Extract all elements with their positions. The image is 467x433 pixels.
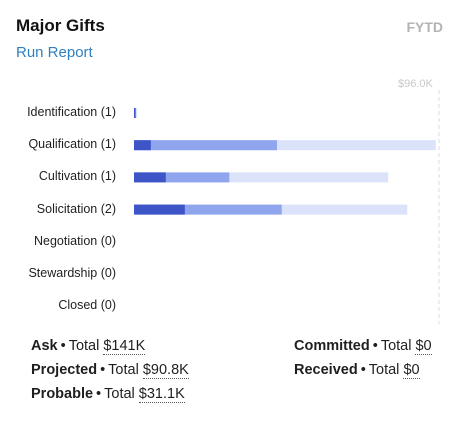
bar-projected[interactable] bbox=[134, 204, 282, 215]
committed-label: Committed bbox=[294, 338, 370, 354]
separator: • bbox=[60, 338, 66, 354]
received-label: Received bbox=[294, 362, 358, 378]
run-report-link[interactable]: Run Report bbox=[16, 44, 93, 61]
total-label: Total bbox=[380, 338, 412, 354]
bar-projected[interactable] bbox=[134, 140, 277, 151]
total-label: Total bbox=[68, 338, 100, 354]
category-label: Negotiation (0) bbox=[34, 233, 116, 248]
period-label: FYTD bbox=[406, 19, 443, 35]
ask-label: Ask bbox=[31, 338, 58, 354]
projected-total-value[interactable]: $90.8K bbox=[142, 362, 189, 379]
total-label: Total bbox=[108, 362, 139, 378]
total-label: Total bbox=[368, 362, 400, 378]
bar-ask[interactable] bbox=[134, 140, 436, 151]
ask-total: Ask • Total $141K bbox=[31, 338, 146, 355]
received-total-value[interactable]: $0 bbox=[403, 362, 420, 379]
total-label: Total bbox=[104, 386, 135, 402]
category-label: Solicitation (2) bbox=[36, 201, 116, 216]
separator: • bbox=[372, 338, 378, 354]
projected-total: Projected • Total $90.8K bbox=[31, 362, 189, 379]
category-label: Stewardship (0) bbox=[28, 266, 116, 280]
category-label: Closed (0) bbox=[58, 298, 116, 313]
bar-probable[interactable] bbox=[134, 172, 166, 183]
pipeline-bar-chart: Identification (1) Qualification (1) Culti… bbox=[0, 90, 467, 330]
axis-max-label: $96.0K bbox=[398, 78, 433, 90]
card-title: Major Gifts bbox=[16, 16, 105, 35]
chart-canvas bbox=[134, 90, 440, 324]
bar-ask[interactable] bbox=[134, 172, 389, 183]
bar-probable[interactable] bbox=[134, 204, 185, 215]
separator: • bbox=[360, 362, 366, 378]
probable-total: Probable • Total $31.1K bbox=[31, 386, 185, 403]
bar-probable[interactable] bbox=[134, 140, 151, 151]
probable-label: Probable bbox=[31, 386, 94, 402]
separator: • bbox=[96, 386, 102, 402]
category-label: Qualification (1) bbox=[28, 137, 116, 152]
separator: • bbox=[100, 362, 106, 378]
category-label: Identification (1) bbox=[27, 105, 116, 119]
ask-total-value[interactable]: $141K bbox=[103, 338, 146, 355]
committed-total: Committed • Total $0 bbox=[294, 338, 432, 355]
committed-total-value[interactable]: $0 bbox=[415, 338, 432, 355]
bar-probable[interactable] bbox=[134, 108, 136, 118]
projected-label: Projected bbox=[31, 362, 98, 378]
category-label: Cultivation (1) bbox=[38, 169, 116, 184]
bar-projected[interactable] bbox=[134, 172, 230, 183]
received-total: Received • Total $0 bbox=[294, 362, 420, 379]
probable-total-value[interactable]: $31.1K bbox=[138, 386, 185, 403]
